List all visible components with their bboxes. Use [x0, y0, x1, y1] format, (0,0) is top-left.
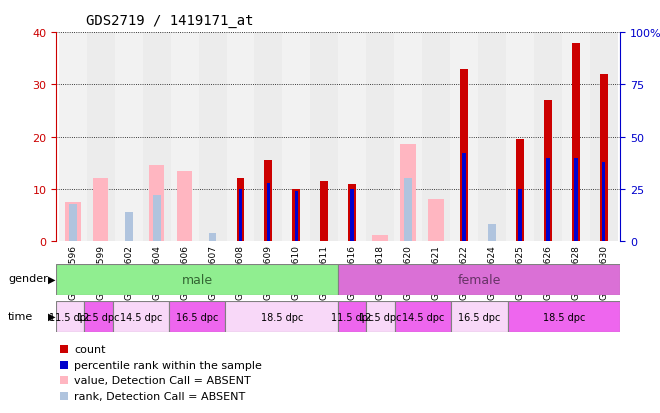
- Bar: [366, 33, 394, 242]
- Bar: [239, 190, 242, 242]
- Bar: [572, 43, 579, 242]
- Text: 14.5 dpc: 14.5 dpc: [119, 312, 162, 322]
- Bar: [321, 192, 328, 242]
- Bar: [518, 190, 521, 242]
- Text: 14.5 dpc: 14.5 dpc: [402, 312, 444, 322]
- Bar: [153, 196, 160, 242]
- Text: rank, Detection Call = ABSENT: rank, Detection Call = ABSENT: [74, 391, 245, 401]
- Text: 18.5 dpc: 18.5 dpc: [543, 312, 585, 322]
- Bar: [428, 200, 444, 242]
- Bar: [209, 233, 216, 242]
- Text: 18.5 dpc: 18.5 dpc: [261, 312, 303, 322]
- Text: 11.5 dpc: 11.5 dpc: [49, 312, 91, 322]
- Bar: [394, 33, 422, 242]
- Bar: [589, 33, 618, 242]
- Bar: [169, 301, 226, 332]
- Bar: [199, 33, 226, 242]
- Bar: [574, 158, 578, 242]
- Text: male: male: [182, 273, 213, 286]
- Bar: [401, 145, 416, 242]
- Bar: [451, 301, 508, 332]
- Bar: [600, 75, 608, 242]
- Bar: [87, 33, 115, 242]
- Bar: [372, 235, 388, 242]
- Bar: [56, 301, 84, 332]
- Text: ▶: ▶: [48, 311, 55, 321]
- Bar: [506, 33, 534, 242]
- Bar: [404, 179, 412, 242]
- Bar: [61, 376, 69, 385]
- Bar: [534, 33, 562, 242]
- Bar: [292, 190, 300, 242]
- Bar: [320, 182, 328, 242]
- Text: 12.5 dpc: 12.5 dpc: [359, 312, 402, 322]
- Bar: [149, 166, 164, 242]
- Bar: [282, 33, 310, 242]
- Bar: [112, 301, 169, 332]
- Bar: [422, 33, 450, 242]
- Bar: [602, 162, 605, 242]
- Text: gender: gender: [8, 274, 48, 284]
- Bar: [65, 202, 81, 242]
- Bar: [450, 33, 478, 242]
- Bar: [294, 192, 298, 242]
- Bar: [516, 140, 524, 242]
- Text: 12.5 dpc: 12.5 dpc: [77, 312, 119, 322]
- Bar: [350, 190, 354, 242]
- Bar: [562, 33, 589, 242]
- Text: value, Detection Call = ABSENT: value, Detection Call = ABSENT: [74, 375, 251, 385]
- Bar: [338, 301, 366, 332]
- Bar: [225, 301, 338, 332]
- Bar: [59, 33, 87, 242]
- Bar: [56, 264, 338, 295]
- Bar: [177, 171, 192, 242]
- Bar: [84, 301, 112, 332]
- Bar: [544, 101, 552, 242]
- Bar: [395, 301, 451, 332]
- Text: percentile rank within the sample: percentile rank within the sample: [74, 360, 262, 370]
- Bar: [366, 301, 395, 332]
- Bar: [69, 204, 77, 242]
- Bar: [115, 33, 143, 242]
- Bar: [508, 301, 620, 332]
- Text: ▶: ▶: [48, 274, 55, 284]
- Bar: [478, 33, 506, 242]
- Bar: [462, 154, 466, 242]
- Bar: [125, 212, 133, 242]
- Bar: [236, 179, 244, 242]
- Bar: [61, 361, 69, 369]
- Bar: [546, 158, 550, 242]
- Bar: [255, 33, 282, 242]
- Bar: [61, 345, 69, 353]
- Bar: [338, 264, 620, 295]
- Text: 16.5 dpc: 16.5 dpc: [176, 312, 218, 322]
- Bar: [171, 33, 199, 242]
- Bar: [488, 225, 496, 242]
- Bar: [226, 33, 255, 242]
- Bar: [93, 179, 108, 242]
- Bar: [61, 392, 69, 400]
- Bar: [265, 161, 273, 242]
- Text: 16.5 dpc: 16.5 dpc: [458, 312, 500, 322]
- Text: count: count: [74, 344, 106, 354]
- Text: GDS2719 / 1419171_at: GDS2719 / 1419171_at: [86, 14, 253, 28]
- Bar: [267, 183, 270, 242]
- Bar: [460, 69, 468, 242]
- Text: time: time: [8, 311, 33, 321]
- Bar: [348, 184, 356, 242]
- Text: female: female: [457, 273, 501, 286]
- Bar: [143, 33, 171, 242]
- Text: 11.5 dpc: 11.5 dpc: [331, 312, 374, 322]
- Bar: [338, 33, 366, 242]
- Bar: [310, 33, 338, 242]
